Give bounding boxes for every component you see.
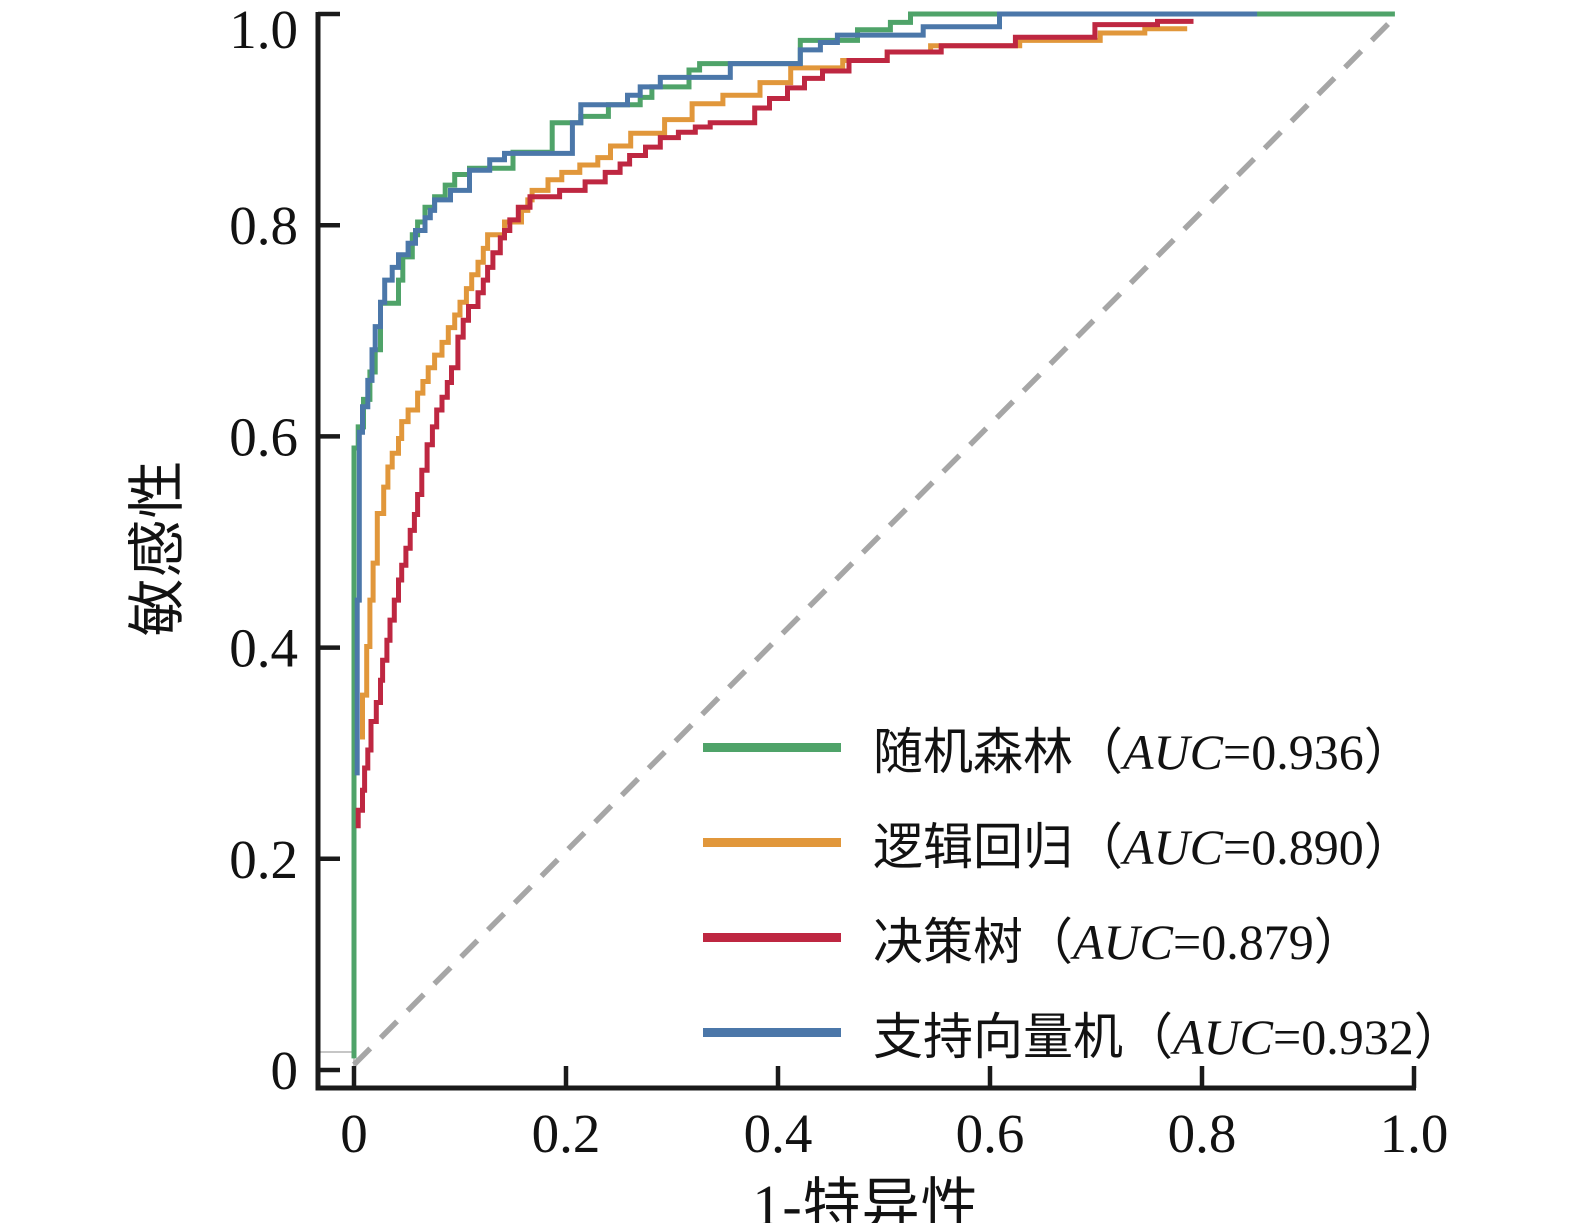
legend-swatch: [703, 933, 841, 942]
x-axis-title: 1-特异性: [752, 1173, 980, 1223]
x-tick-label: 0.8: [1168, 1103, 1237, 1164]
x-tick-label: 0.6: [956, 1103, 1025, 1164]
x-tick-label: 0.4: [744, 1103, 813, 1164]
x-tick-label: 0: [340, 1103, 368, 1164]
legend-label: 随机森林（AUC=0.936）: [873, 723, 1414, 780]
legend-label: 支持向量机（AUC=0.932）: [873, 1008, 1464, 1065]
legend-swatch: [703, 743, 841, 752]
roc-curve-1: [360, 26, 1188, 740]
x-tick-label: 1.0: [1380, 1103, 1449, 1164]
legend-swatch: [703, 1028, 841, 1037]
legend-item: 随机森林（AUC=0.936）: [703, 700, 1464, 795]
roc-curve-3: [354, 11, 1258, 776]
legend-label: 决策树（AUC=0.879）: [873, 913, 1364, 970]
legend: 随机森林（AUC=0.936） 逻辑回归（AUC=0.890） 决策树（AUC=0.…: [703, 700, 1464, 1080]
y-tick-label: 0.4: [229, 618, 298, 679]
y-tick-label: 0.8: [229, 195, 298, 256]
roc-curve-2: [355, 18, 1194, 829]
reference-diagonal-line: [352, 12, 1401, 1067]
y-tick-label: 0.2: [229, 829, 298, 890]
x-tick-label: 0.2: [532, 1103, 601, 1164]
y-tick-label: 0.6: [229, 406, 298, 467]
legend-label: 逻辑回归（AUC=0.890）: [873, 818, 1414, 875]
legend-item: 决策树（AUC=0.879）: [703, 890, 1464, 985]
y-axis-title: 敏感性: [125, 459, 190, 637]
legend-item: 支持向量机（AUC=0.932）: [703, 985, 1464, 1080]
legend-item: 逻辑回归（AUC=0.890）: [703, 795, 1464, 890]
y-tick-label: 1.0: [229, 0, 298, 60]
y-tick-label: 0: [271, 1040, 299, 1101]
legend-swatch: [703, 838, 841, 847]
